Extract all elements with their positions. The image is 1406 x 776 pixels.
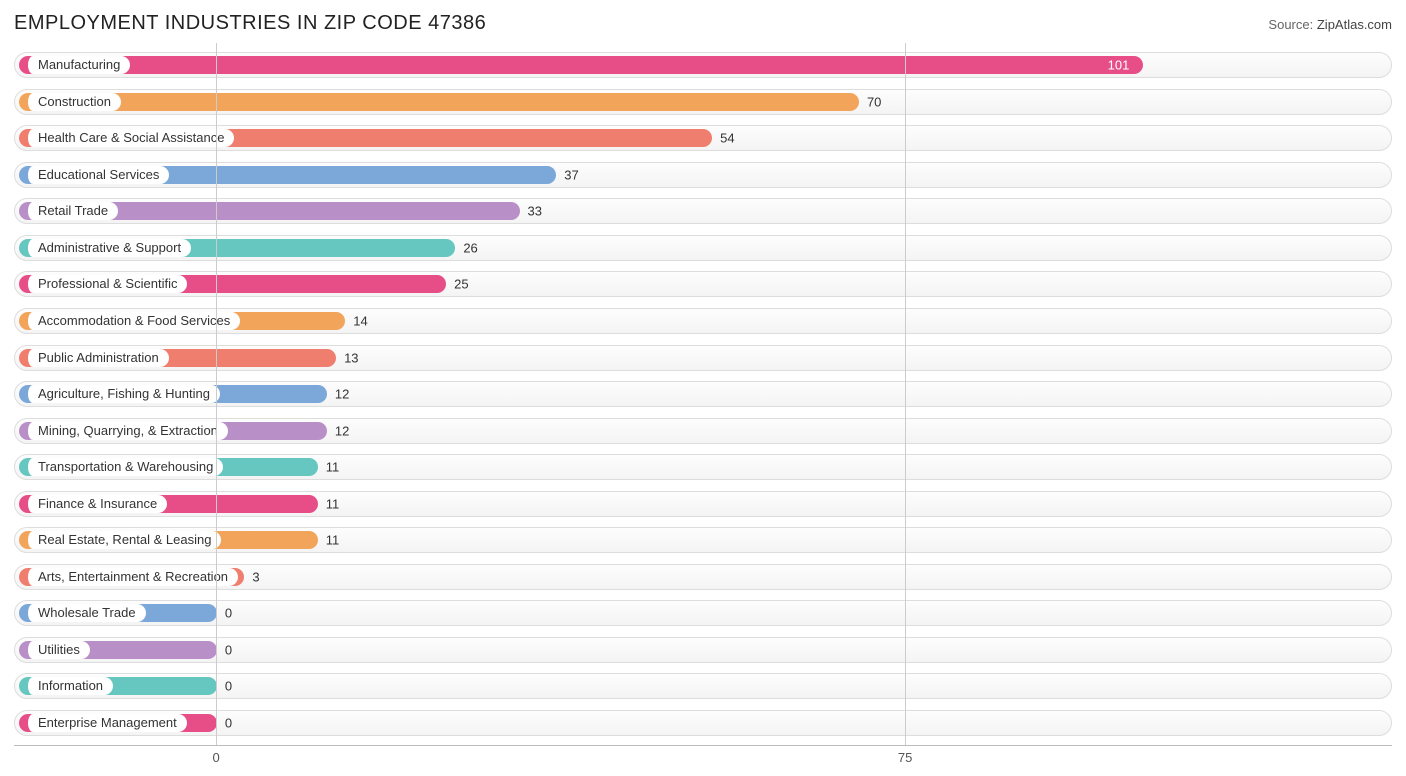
bar-label: Mining, Quarrying, & Extraction — [24, 422, 228, 440]
bar-rows: Manufacturing 101 Construction 70 Health Car… — [14, 43, 1392, 745]
x-tick-label: 75 — [898, 750, 912, 765]
bar-value: 0 — [225, 642, 232, 657]
bar-label: Enterprise Management — [24, 714, 187, 732]
bar-label: Wholesale Trade — [24, 604, 146, 622]
bar-row: Professional & Scientific 25 — [14, 266, 1392, 303]
bar-label: Arts, Entertainment & Recreation — [24, 568, 238, 586]
bar-value: 70 — [867, 94, 881, 109]
bar-value: 12 — [335, 423, 349, 438]
bar-row: Finance & Insurance 11 — [14, 485, 1392, 522]
chart-plot: Manufacturing 101 Construction 70 Health Car… — [14, 43, 1392, 746]
bar-row: Administrative & Support 26 — [14, 230, 1392, 267]
chart-header: EMPLOYMENT INDUSTRIES IN ZIP CODE 47386 … — [14, 12, 1392, 35]
bar-value: 0 — [225, 679, 232, 694]
bar-label: Manufacturing — [24, 56, 130, 74]
bar-row: Real Estate, Rental & Leasing 11 — [14, 522, 1392, 559]
bar-track: Retail Trade 33 — [14, 198, 1392, 224]
bar-value: 101 — [1108, 58, 1130, 73]
bar-track: Information 0 — [14, 673, 1392, 699]
bar-track: Health Care & Social Assistance 54 — [14, 125, 1392, 151]
bar-value: 37 — [564, 167, 578, 182]
bar-track: Educational Services 37 — [14, 162, 1392, 188]
bar-label: Finance & Insurance — [24, 495, 167, 513]
gridline — [216, 43, 217, 745]
bar-track: Agriculture, Fishing & Hunting 12 — [14, 381, 1392, 407]
gridline — [905, 43, 906, 745]
bar-row: Transportation & Warehousing 11 — [14, 449, 1392, 486]
bar-track: Manufacturing 101 — [14, 52, 1392, 78]
bar-row: Construction 70 — [14, 84, 1392, 121]
bar-track: Construction 70 — [14, 89, 1392, 115]
bar-row: Mining, Quarrying, & Extraction 12 — [14, 412, 1392, 449]
bar-label: Real Estate, Rental & Leasing — [24, 531, 221, 549]
bar-value: 13 — [344, 350, 358, 365]
bar-track: Mining, Quarrying, & Extraction 12 — [14, 418, 1392, 444]
bar-track: Utilities 0 — [14, 637, 1392, 663]
bar-row: Arts, Entertainment & Recreation 3 — [14, 558, 1392, 595]
bar-value: 3 — [252, 569, 259, 584]
bar-row: Health Care & Social Assistance 54 — [14, 120, 1392, 157]
bar-label: Retail Trade — [24, 202, 118, 220]
bar-row: Utilities 0 — [14, 632, 1392, 669]
source-value: ZipAtlas.com — [1317, 17, 1392, 32]
bar-label: Health Care & Social Assistance — [24, 129, 234, 147]
bar-value: 54 — [720, 131, 734, 146]
bar-value: 26 — [463, 240, 477, 255]
bar-label: Construction — [24, 93, 121, 111]
bar-label: Educational Services — [24, 166, 169, 184]
bar-label: Information — [24, 677, 113, 695]
bar-label: Administrative & Support — [24, 239, 191, 257]
bar-track: Finance & Insurance 11 — [14, 491, 1392, 517]
bar-value: 14 — [353, 313, 367, 328]
bar-track: Real Estate, Rental & Leasing 11 — [14, 527, 1392, 553]
bar-value: 0 — [225, 715, 232, 730]
bar-label: Transportation & Warehousing — [24, 458, 223, 476]
bar-row: Manufacturing 101 — [14, 47, 1392, 84]
bar-track: Arts, Entertainment & Recreation 3 — [14, 564, 1392, 590]
bar-track: Professional & Scientific 25 — [14, 271, 1392, 297]
bar-value: 33 — [528, 204, 542, 219]
bar-row: Educational Services 37 — [14, 157, 1392, 194]
bar-row: Public Administration 13 — [14, 339, 1392, 376]
bar-value: 25 — [454, 277, 468, 292]
bar-track: Enterprise Management 0 — [14, 710, 1392, 736]
chart-title: EMPLOYMENT INDUSTRIES IN ZIP CODE 47386 — [14, 12, 486, 35]
bar-label: Professional & Scientific — [24, 275, 187, 293]
bar-value: 11 — [326, 533, 340, 548]
bar-row: Retail Trade 33 — [14, 193, 1392, 230]
bar-row: Enterprise Management 0 — [14, 705, 1392, 742]
bar-label: Agriculture, Fishing & Hunting — [24, 385, 220, 403]
bar-label: Public Administration — [24, 349, 169, 367]
bar-row: Wholesale Trade 0 — [14, 595, 1392, 632]
bar-label: Utilities — [24, 641, 90, 659]
bar-label: Accommodation & Food Services — [24, 312, 240, 330]
bar-track: Administrative & Support 26 — [14, 235, 1392, 261]
bar-row: Accommodation & Food Services 14 — [14, 303, 1392, 340]
bar-track: Transportation & Warehousing 11 — [14, 454, 1392, 480]
bar-track: Accommodation & Food Services 14 — [14, 308, 1392, 334]
bar-fill — [19, 56, 1143, 74]
bar-row: Information 0 — [14, 668, 1392, 705]
chart-area: Manufacturing 101 Construction 70 Health Car… — [14, 43, 1392, 768]
chart-source: Source: ZipAtlas.com — [1268, 17, 1392, 32]
source-label: Source: — [1268, 17, 1313, 32]
x-tick-label: 0 — [212, 750, 219, 765]
bar-value: 12 — [335, 387, 349, 402]
bar-value: 11 — [326, 460, 340, 475]
bar-value: 11 — [326, 496, 340, 511]
bar-row: Agriculture, Fishing & Hunting 12 — [14, 376, 1392, 413]
bar-value: 0 — [225, 606, 232, 621]
bar-fill — [19, 93, 859, 111]
bar-track: Public Administration 13 — [14, 345, 1392, 371]
x-axis: 075150 — [14, 746, 1392, 768]
bar-track: Wholesale Trade 0 — [14, 600, 1392, 626]
